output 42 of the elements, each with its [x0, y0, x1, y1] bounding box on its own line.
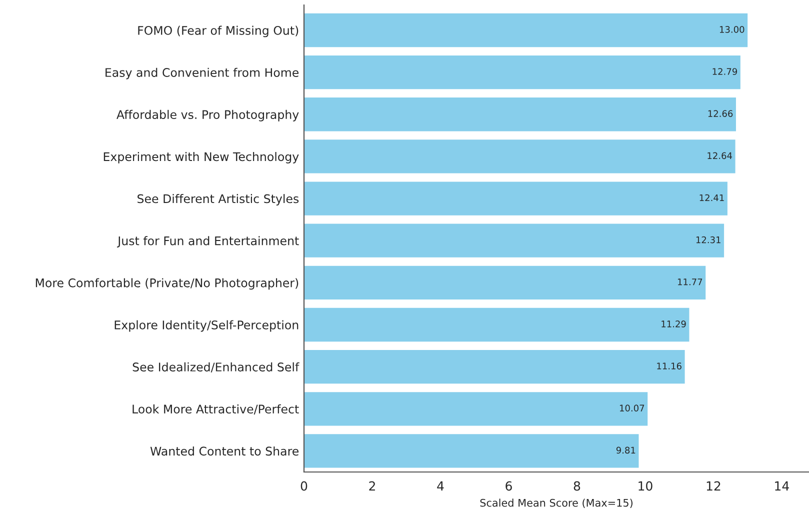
- bar: [304, 182, 728, 216]
- data-label: 12.31: [696, 236, 720, 244]
- data-label: 11.77: [678, 278, 702, 286]
- x-tick-label: 2: [369, 481, 375, 491]
- bar: [304, 224, 724, 258]
- data-label: 11.16: [657, 362, 682, 370]
- data-label: 9.81: [616, 446, 636, 454]
- bar: [304, 392, 648, 426]
- bar: [304, 434, 639, 468]
- y-tick-label: Look More Attractive/Perfect: [132, 404, 299, 414]
- y-tick-label: See Different Artistic Styles: [138, 194, 299, 206]
- x-tick-label: 14: [775, 481, 789, 491]
- x-axis-title: Scaled Mean Score (Max=15): [480, 498, 632, 508]
- x-tick-label: 8: [574, 481, 580, 491]
- y-tick-label: Experiment with New Technology: [104, 152, 299, 164]
- x-tick-label: 0: [300, 481, 308, 491]
- bar: [304, 55, 740, 90]
- bar: [304, 98, 736, 132]
- bar: [304, 266, 706, 300]
- data-label: 12.66: [708, 110, 733, 118]
- bar: [304, 13, 748, 48]
- y-tick-label: FOMO (Fear of Missing Out): [138, 26, 298, 38]
- y-tick-label: Just for Fun and Entertainment: [117, 236, 299, 248]
- x-tick-label: 12: [706, 481, 720, 491]
- y-tick-label: Affordable vs. Pro Photography: [116, 110, 299, 122]
- data-label: 13.00: [720, 26, 744, 33]
- data-label: 12.64: [708, 152, 732, 160]
- y-tick-label: Explore Identity/Self-Perception: [114, 320, 298, 332]
- data-label: 10.07: [620, 404, 644, 412]
- x-tick-label: 4: [437, 481, 444, 491]
- bar: [304, 350, 685, 384]
- y-tick-label: More Comfortable (Private/No Photographer): [36, 278, 298, 290]
- bar: [304, 308, 690, 342]
- y-tick-label: Easy and Convenient from Home: [106, 68, 299, 80]
- bar: [304, 140, 736, 174]
- x-tick-label: 10: [638, 481, 652, 491]
- data-label: 11.29: [662, 320, 686, 328]
- y-tick-label: Wanted Content to Share: [150, 446, 299, 456]
- x-tick-label: 6: [506, 481, 512, 491]
- y-tick-label: See Idealized/Enhanced Self: [132, 362, 300, 372]
- data-label: 12.41: [700, 194, 724, 202]
- data-label: 12.79: [712, 68, 738, 75]
